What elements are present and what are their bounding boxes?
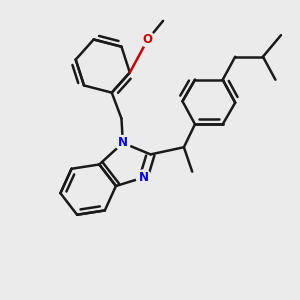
Circle shape — [140, 32, 155, 47]
Text: O: O — [143, 33, 153, 46]
Circle shape — [136, 170, 151, 185]
Text: N: N — [118, 136, 128, 149]
Circle shape — [116, 136, 130, 150]
Text: N: N — [139, 171, 149, 184]
